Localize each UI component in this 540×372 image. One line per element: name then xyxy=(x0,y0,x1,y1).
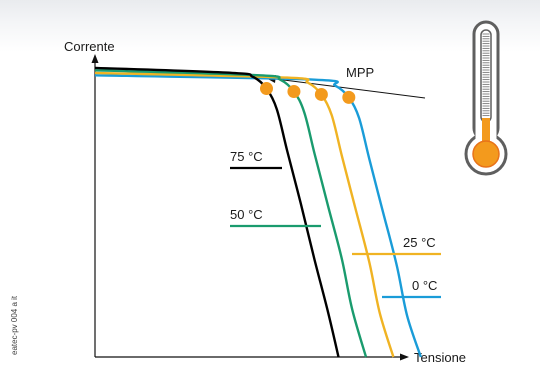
thermometer-ticks xyxy=(482,33,490,117)
thermometer-fill-column xyxy=(482,118,490,148)
x-axis-label: Tensione xyxy=(414,350,466,365)
thermometer-bulb-fill xyxy=(472,140,500,168)
curve-labels: 75 °C 50 °C 25 °C 0 °C xyxy=(230,149,441,299)
mpp-label: MPP xyxy=(346,65,374,80)
mpp-point-50c xyxy=(287,85,301,98)
label-75c: 75 °C xyxy=(230,149,263,164)
mpp-point-25c xyxy=(314,87,328,101)
mpp-arrow-line xyxy=(275,78,426,99)
y-axis-label: Corrente xyxy=(64,39,115,54)
curves xyxy=(94,66,422,358)
label-25c: 25 °C xyxy=(403,235,436,250)
x-axis-arrow xyxy=(400,353,409,361)
label-0c: 0 °C xyxy=(412,278,437,293)
mpp-point-75c xyxy=(260,82,273,96)
axes xyxy=(91,54,409,361)
label-50c: 50 °C xyxy=(230,207,263,222)
curve-50c xyxy=(94,69,368,358)
curve-25c xyxy=(94,71,395,358)
curve-0c xyxy=(94,74,422,358)
credit-text: eatec-pv 004 a it xyxy=(10,295,19,355)
thermometer-icon xyxy=(464,20,508,176)
mpp-point-0c xyxy=(342,90,356,104)
curve-75c xyxy=(94,66,340,358)
mpp-markers xyxy=(260,82,356,104)
y-axis-arrow xyxy=(91,54,99,63)
